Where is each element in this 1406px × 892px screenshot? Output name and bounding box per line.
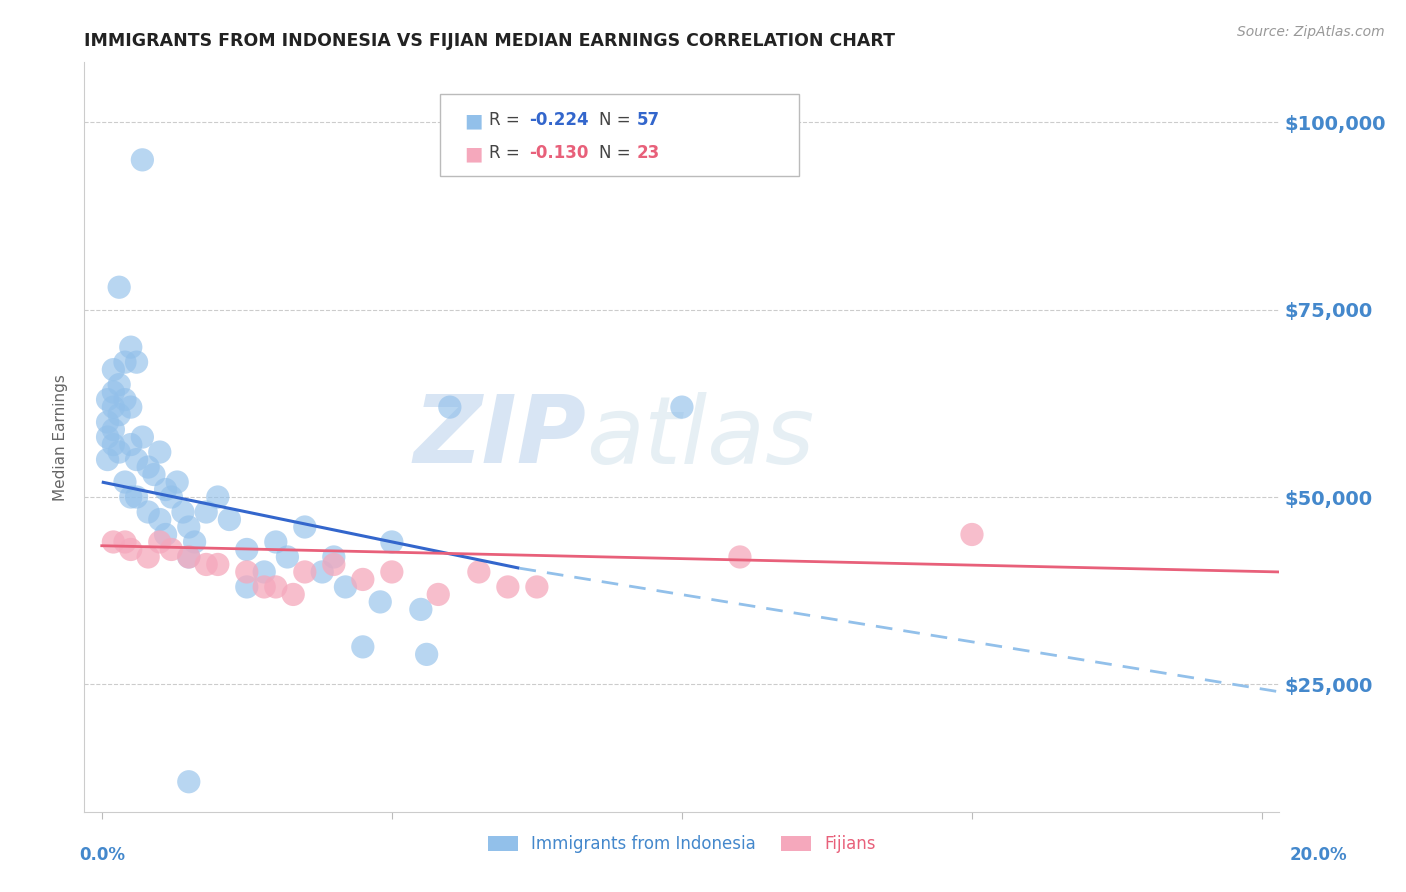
Text: 0.0%: 0.0% — [80, 846, 125, 863]
Point — [311, 565, 333, 579]
Point — [120, 340, 142, 354]
Point — [136, 505, 159, 519]
Text: N =: N = — [599, 111, 636, 128]
Point — [108, 408, 131, 422]
Point — [120, 542, 142, 557]
Text: ■: ■ — [464, 145, 482, 163]
Point — [177, 520, 200, 534]
Point — [264, 580, 287, 594]
Point — [236, 565, 259, 579]
Point — [131, 430, 153, 444]
Text: 20.0%: 20.0% — [1291, 846, 1347, 863]
Point — [136, 460, 159, 475]
Point — [335, 580, 357, 594]
Point — [381, 565, 404, 579]
Point — [322, 558, 344, 572]
Text: -0.130: -0.130 — [529, 144, 588, 161]
Point — [131, 153, 153, 167]
Point — [253, 565, 276, 579]
Point — [207, 490, 229, 504]
Point — [195, 558, 218, 572]
Point — [352, 640, 374, 654]
Point — [114, 535, 136, 549]
Point — [120, 400, 142, 414]
Point — [177, 549, 200, 564]
Point — [103, 362, 125, 376]
Point — [439, 400, 461, 414]
Text: Source: ZipAtlas.com: Source: ZipAtlas.com — [1237, 25, 1385, 39]
Point — [125, 490, 148, 504]
Point — [177, 774, 200, 789]
Point — [97, 392, 120, 407]
Point — [97, 415, 120, 429]
Point — [149, 512, 172, 526]
Text: 57: 57 — [637, 111, 659, 128]
Point — [381, 535, 404, 549]
Text: atlas: atlas — [586, 392, 814, 483]
Point — [125, 355, 148, 369]
Point — [103, 535, 125, 549]
Text: -0.224: -0.224 — [529, 111, 588, 128]
Text: 23: 23 — [637, 144, 661, 161]
Point — [114, 475, 136, 489]
Point — [136, 549, 159, 564]
Point — [218, 512, 240, 526]
Point — [253, 580, 276, 594]
Point — [427, 587, 450, 601]
Y-axis label: Median Earnings: Median Earnings — [53, 374, 69, 500]
Point — [960, 527, 983, 541]
Point — [97, 430, 120, 444]
Point — [236, 580, 259, 594]
Point — [283, 587, 305, 601]
Point — [671, 400, 693, 414]
Point — [264, 535, 287, 549]
Point — [195, 505, 218, 519]
Point — [160, 542, 183, 557]
Point — [415, 648, 437, 662]
Point — [496, 580, 519, 594]
Point — [114, 355, 136, 369]
Point — [114, 392, 136, 407]
Point — [120, 490, 142, 504]
Text: R =: R = — [489, 144, 526, 161]
Text: R =: R = — [489, 111, 526, 128]
Point — [120, 437, 142, 451]
Point — [294, 565, 316, 579]
Point — [103, 385, 125, 400]
Point — [125, 452, 148, 467]
Point — [108, 445, 131, 459]
Point — [352, 573, 374, 587]
Point — [160, 490, 183, 504]
Point — [108, 280, 131, 294]
Point — [177, 549, 200, 564]
Point — [236, 542, 259, 557]
Text: IMMIGRANTS FROM INDONESIA VS FIJIAN MEDIAN EARNINGS CORRELATION CHART: IMMIGRANTS FROM INDONESIA VS FIJIAN MEDI… — [84, 32, 896, 50]
Legend: Immigrants from Indonesia, Fijians: Immigrants from Indonesia, Fijians — [481, 829, 883, 860]
Point — [409, 602, 432, 616]
Point — [728, 549, 751, 564]
Text: ■: ■ — [464, 112, 482, 130]
Point — [97, 452, 120, 467]
Point — [103, 400, 125, 414]
Point — [149, 535, 172, 549]
Point — [276, 549, 298, 564]
Point — [322, 549, 344, 564]
Point — [166, 475, 188, 489]
Text: ZIP: ZIP — [413, 391, 586, 483]
Point — [103, 437, 125, 451]
Point — [149, 445, 172, 459]
Point — [143, 467, 166, 482]
Point — [155, 483, 177, 497]
Point — [103, 423, 125, 437]
Point — [172, 505, 194, 519]
Point — [368, 595, 391, 609]
Text: N =: N = — [599, 144, 636, 161]
Point — [468, 565, 491, 579]
Point — [526, 580, 548, 594]
Point — [108, 377, 131, 392]
Point — [294, 520, 316, 534]
Point — [183, 535, 205, 549]
Point — [207, 558, 229, 572]
Point — [155, 527, 177, 541]
